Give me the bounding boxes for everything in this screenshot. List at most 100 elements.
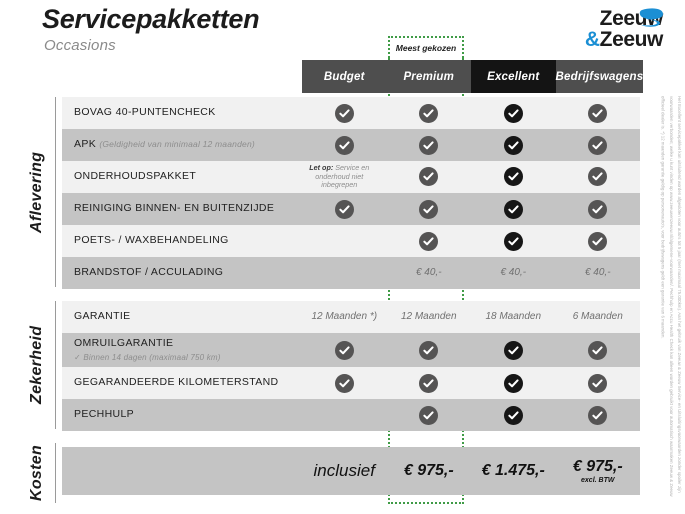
- row-label: APK (Geldigheid van minimaal 12 maanden): [62, 138, 302, 151]
- check-icon: [588, 103, 608, 123]
- most-chosen-label: Meest gekozen: [395, 43, 457, 53]
- cost-budget: inclusief: [313, 461, 375, 480]
- row-label-text: BRANDSTOF / ACCULADING: [74, 266, 224, 279]
- cell-budget: [302, 267, 387, 279]
- cell-bedrijfswagens: € 40,-: [584, 267, 611, 278]
- check-icon: [503, 231, 523, 251]
- row-cells: [302, 135, 641, 155]
- cell-excellent: [471, 164, 556, 190]
- cell-bedrijfswagens: 6 Maanden: [572, 311, 623, 322]
- cell-budget: [302, 340, 387, 360]
- cell-premium: [387, 103, 472, 123]
- row-cells: [302, 405, 641, 425]
- cell-bedrijfswagens: [556, 164, 641, 190]
- cell-bedrijfswagens: [556, 405, 641, 425]
- row-cells: [302, 199, 641, 219]
- logo-line-2: &Zeeuw: [584, 28, 664, 51]
- row-cells: [302, 103, 641, 123]
- logo-line-1: Zeeuw: [585, 8, 664, 29]
- check-icon: [588, 405, 608, 425]
- row-label: BOVAG 40-PUNTENCHECK: [62, 106, 302, 119]
- row-label: POETS- / WAXBEHANDELING: [62, 234, 302, 247]
- disclaimer-text: Het Excellent servicepakket kan uitsluit…: [660, 96, 682, 497]
- cell-bedrijfswagens: [556, 340, 641, 360]
- page-subtitle: Occasions: [44, 37, 116, 54]
- table-row: REINIGING BINNEN- EN BUITENZIJDE: [62, 193, 640, 225]
- table-row: APK (Geldigheid van minimaal 12 maanden): [62, 129, 640, 161]
- table-row: OMRUILGARANTIE ✓ Binnen 14 dagen (maxima…: [62, 333, 640, 367]
- row-label-note: ✓ Binnen 14 dagen (maximaal 750 km): [74, 352, 221, 362]
- cost-amount: € 975,-: [572, 458, 623, 475]
- logo-text-bottom: Zeeuw: [599, 28, 664, 51]
- cost-excellent: € 1.475,-: [481, 462, 545, 479]
- row-label: GEGARANDEERDE KILOMETERSTAND: [62, 376, 302, 389]
- row-label: PECHHULP: [62, 408, 302, 421]
- logo-ampersand: &: [584, 28, 600, 51]
- check-icon: [503, 167, 523, 187]
- row-label-text: OMRUILGARANTIE: [74, 337, 174, 350]
- row-label-text: GARANTIE: [74, 310, 131, 323]
- row-label-text: BOVAG 40-PUNTENCHECK: [74, 106, 216, 119]
- cell-bedrijfswagens: [556, 199, 641, 219]
- cell-excellent: [471, 340, 556, 360]
- cell-premium: [387, 135, 472, 155]
- swoosh-icon: [639, 8, 663, 27]
- cost-vat-note: excl. BTW: [581, 477, 615, 484]
- check-icon: [503, 103, 523, 123]
- column-header-bedrijfswagens[interactable]: Bedrijfswagens: [555, 60, 644, 93]
- row-label: OMRUILGARANTIE ✓ Binnen 14 dagen (maxima…: [62, 337, 302, 362]
- highlight-border-bottom: [388, 502, 464, 504]
- check-icon: [334, 135, 354, 155]
- cell-budget: [302, 199, 387, 219]
- column-header-excellent[interactable]: Excellent: [471, 60, 556, 93]
- check-icon: [588, 340, 608, 360]
- cell-excellent: € 40,-: [500, 267, 527, 278]
- cell-bedrijfswagens: [556, 373, 641, 393]
- cell-premium: [387, 405, 472, 425]
- row-cells: [302, 340, 641, 360]
- check-icon: [334, 199, 354, 219]
- table-row: PECHHULP: [62, 399, 640, 431]
- check-icon: [419, 167, 439, 187]
- cell-budget: [302, 232, 387, 251]
- row-label: ONDERHOUDSPAKKET: [62, 170, 292, 183]
- page-title: Servicepakketten: [42, 4, 260, 34]
- check-icon: [503, 199, 523, 219]
- cell-premium: [387, 231, 472, 251]
- check-icon: [503, 340, 523, 360]
- note-bold: Let op:: [309, 163, 334, 173]
- check-icon: [503, 373, 523, 393]
- row-label-text: APK: [74, 138, 97, 151]
- column-header-premium[interactable]: Premium: [386, 60, 471, 93]
- section-rule-zekerheid: [55, 301, 56, 429]
- cell-bedrijfswagens: [556, 135, 641, 155]
- cell-bedrijfswagens: [556, 103, 641, 123]
- check-icon: [588, 199, 608, 219]
- table-row: GEGARANDEERDE KILOMETERSTAND: [62, 367, 640, 399]
- cell-excellent: [471, 405, 556, 425]
- check-icon: [334, 340, 354, 360]
- row-label-text: GEGARANDEERDE KILOMETERSTAND: [74, 376, 279, 389]
- column-header-budget[interactable]: Budget: [302, 60, 387, 93]
- check-icon: [419, 231, 439, 251]
- cell-premium: € 40,-: [415, 267, 442, 278]
- check-icon: [419, 103, 439, 123]
- brand-logo: Zeeuw &Zeeuw: [584, 8, 664, 51]
- disclaimer-block: Het Excellent servicepakket kan uitsluit…: [647, 96, 683, 506]
- row-label: GARANTIE: [62, 310, 302, 323]
- column-header-bar: Budget Premium Excellent Bedrijfswagens: [302, 60, 644, 93]
- cell-bedrijfswagens: [556, 231, 641, 251]
- check-icon: [334, 373, 354, 393]
- cell-budget: [302, 373, 387, 393]
- row-label-text: ONDERHOUDSPAKKET: [74, 170, 197, 183]
- table-row: BOVAG 40-PUNTENCHECK: [62, 97, 640, 129]
- cell-premium: [387, 373, 472, 393]
- cell-excellent: 18 Maanden: [485, 311, 542, 322]
- check-icon: [419, 373, 439, 393]
- note-text: Service en onderhoud niet inbegrepen: [315, 163, 370, 190]
- check-icon: [588, 231, 608, 251]
- section-zekerheid: GARANTIE 12 Maanden *) 12 Maanden 18 Maa…: [62, 301, 640, 431]
- cell-budget: [302, 406, 387, 425]
- section-rule-aflevering: [55, 97, 56, 287]
